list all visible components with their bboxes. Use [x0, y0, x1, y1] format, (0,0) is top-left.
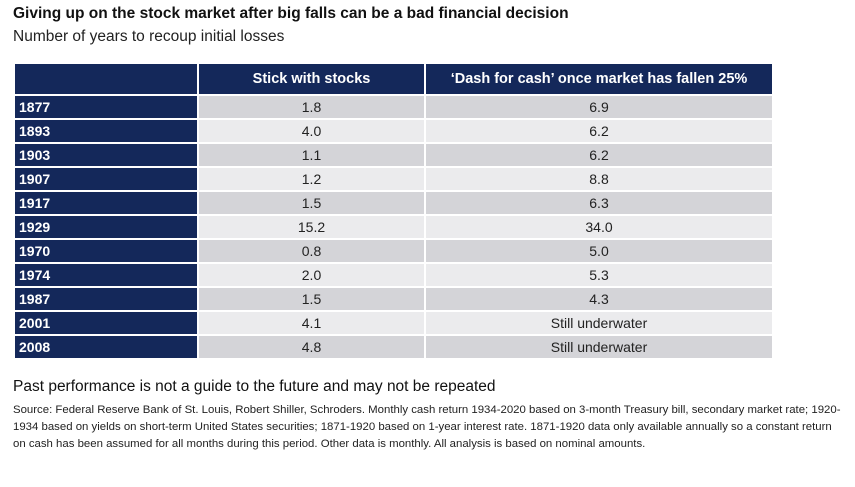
- dash-for-cash-value: 6.2: [425, 143, 772, 168]
- column-header-year: [15, 64, 199, 96]
- dash-for-cash-value: 34.0: [425, 215, 772, 240]
- table-row: 1970 0.8 5.0: [15, 239, 772, 264]
- row-year: 1893: [15, 119, 199, 144]
- chart-subtitle: Number of years to recoup initial losses: [13, 28, 285, 45]
- dash-for-cash-value: 5.0: [425, 239, 772, 264]
- stick-with-stocks-value: 1.5: [198, 287, 426, 312]
- table-body: 1877 1.8 6.9 1893 4.0 6.2 1903 1.1 6.2 1907 1.2 8.8…: [15, 95, 772, 360]
- stick-with-stocks-value: 15.2: [198, 215, 426, 240]
- table-row: 1903 1.1 6.2: [15, 143, 772, 168]
- dash-for-cash-value: 6.3: [425, 191, 772, 216]
- stick-with-stocks-value: 1.1: [198, 143, 426, 168]
- row-year: 1877: [15, 95, 199, 120]
- stick-with-stocks-value: 4.8: [198, 335, 426, 360]
- table-row: 1987 1.5 4.3: [15, 287, 772, 312]
- stick-with-stocks-value: 0.8: [198, 239, 426, 264]
- dash-for-cash-value: 8.8: [425, 167, 772, 192]
- stick-with-stocks-value: 2.0: [198, 263, 426, 288]
- row-year: 1970: [15, 239, 199, 264]
- source-note: Source: Federal Reserve Bank of St. Loui…: [13, 404, 841, 450]
- dash-for-cash-value: 6.9: [425, 95, 772, 120]
- table-row: 1907 1.2 8.8: [15, 167, 772, 192]
- dash-for-cash-value: 5.3: [425, 263, 772, 288]
- dash-for-cash-value: Still underwater: [425, 335, 772, 360]
- table-row: 1974 2.0 5.3: [15, 263, 772, 288]
- stick-with-stocks-value: 4.1: [198, 311, 426, 336]
- row-year: 1987: [15, 287, 199, 312]
- stick-with-stocks-value: 1.8: [198, 95, 426, 120]
- table-row: 1893 4.0 6.2: [15, 119, 772, 144]
- row-year: 1903: [15, 143, 199, 168]
- row-year: 1974: [15, 263, 199, 288]
- row-year: 2008: [15, 335, 199, 360]
- recovery-table: Stick with stocks ‘Dash for cash’ once m…: [15, 64, 772, 360]
- stick-with-stocks-value: 1.5: [198, 191, 426, 216]
- row-year: 1917: [15, 191, 199, 216]
- table-row: 1877 1.8 6.9: [15, 95, 772, 120]
- header-row: Stick with stocks ‘Dash for cash’ once m…: [15, 64, 772, 96]
- dash-for-cash-value: 4.3: [425, 287, 772, 312]
- row-year: 1929: [15, 215, 199, 240]
- disclaimer-note: Past performance is not a guide to the f…: [13, 378, 496, 395]
- dash-for-cash-value: 6.2: [425, 119, 772, 144]
- column-header-dash: ‘Dash for cash’ once market has fallen 2…: [425, 64, 772, 96]
- column-header-stick: Stick with stocks: [198, 64, 426, 96]
- table-row: 2001 4.1 Still underwater: [15, 311, 772, 336]
- row-year: 2001: [15, 311, 199, 336]
- stick-with-stocks-value: 4.0: [198, 119, 426, 144]
- table-row: 1917 1.5 6.3: [15, 191, 772, 216]
- table-row: 1929 15.2 34.0: [15, 215, 772, 240]
- table-row: 2008 4.8 Still underwater: [15, 335, 772, 360]
- dash-for-cash-value: Still underwater: [425, 311, 772, 336]
- chart-title: Giving up on the stock market after big …: [13, 5, 569, 22]
- stick-with-stocks-value: 1.2: [198, 167, 426, 192]
- row-year: 1907: [15, 167, 199, 192]
